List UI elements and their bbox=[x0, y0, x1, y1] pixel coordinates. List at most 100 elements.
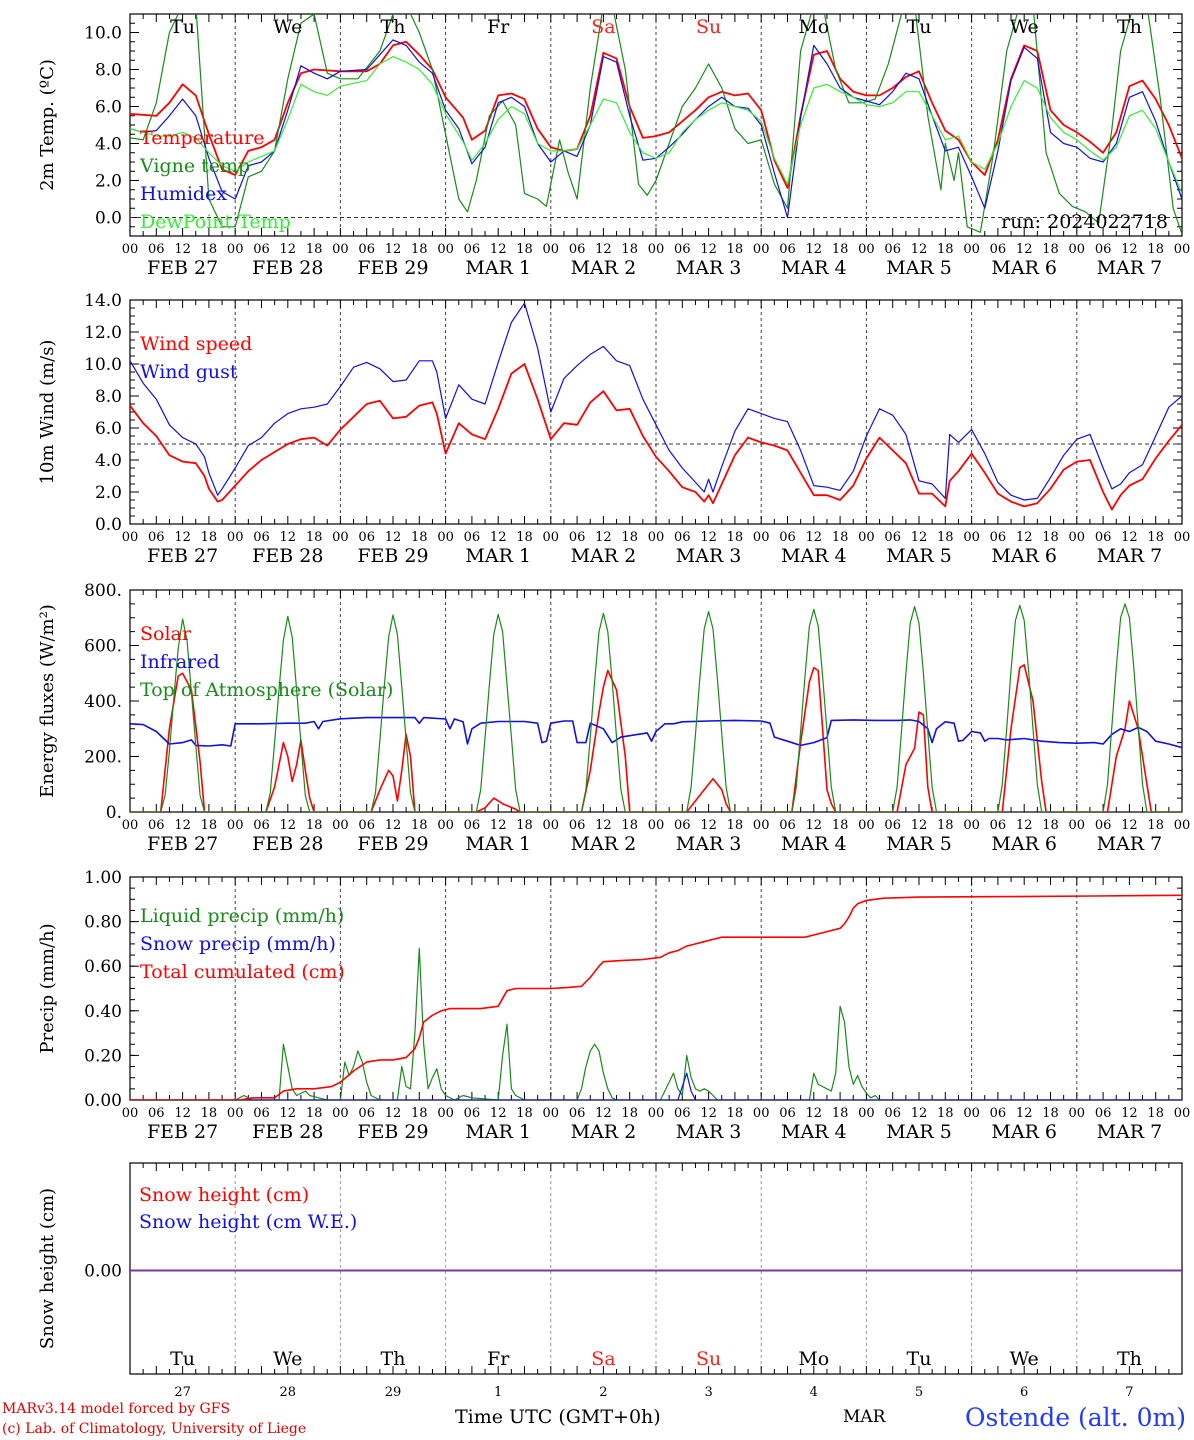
y-tick-label: 8.0 bbox=[95, 387, 122, 407]
hour-tick-label: 00 bbox=[858, 1106, 875, 1121]
hour-tick-label: 18 bbox=[306, 818, 323, 833]
hour-tick-label: 12 bbox=[911, 530, 928, 545]
hour-tick-label: 18 bbox=[727, 530, 744, 545]
legend-entry: Wind speed bbox=[140, 333, 252, 355]
hour-tick-label: 18 bbox=[621, 818, 638, 833]
date-label: FEB 28 bbox=[252, 1121, 323, 1143]
hour-tick-label: 12 bbox=[385, 242, 402, 257]
day-name-top: Th bbox=[1117, 16, 1142, 38]
day-name-label: Mo bbox=[798, 1348, 829, 1370]
series-line-snow-precip-mm-h- bbox=[130, 1072, 1182, 1100]
hour-tick-label: 00 bbox=[753, 242, 770, 257]
hour-tick-label: 18 bbox=[516, 242, 533, 257]
hour-tick-label: 00 bbox=[437, 242, 454, 257]
panel-frame bbox=[129, 299, 1183, 525]
panel-5: 0.00 Snow height (cm) Snow height (cm) Snow… bbox=[37, 1162, 1183, 1400]
day-name-top: Mo bbox=[798, 16, 829, 38]
hour-tick-label: 06 bbox=[569, 818, 586, 833]
legend-entry: Temperature bbox=[140, 127, 264, 149]
hour-tick-label: 18 bbox=[411, 530, 428, 545]
date-label: FEB 28 bbox=[252, 833, 323, 855]
day-name-top: Sa bbox=[591, 16, 615, 38]
hour-tick-label: 06 bbox=[990, 818, 1007, 833]
day-name-top: Th bbox=[381, 16, 406, 38]
credit-line-2: (c) Lab. of Climatology, University of L… bbox=[2, 1421, 307, 1437]
hour-tick-label: 18 bbox=[516, 1106, 533, 1121]
hour-tick-label: 06 bbox=[990, 242, 1007, 257]
date-label: MAR 7 bbox=[1097, 1121, 1163, 1143]
y-tick-label: 4.0 bbox=[95, 451, 122, 471]
legend-entry: Liquid precip (mm/h) bbox=[140, 905, 344, 927]
date-label: MAR 1 bbox=[465, 545, 531, 567]
hour-tick-label: 00 bbox=[332, 1106, 349, 1121]
date-label: MAR 7 bbox=[1097, 545, 1163, 567]
y-tick-label: 0.20 bbox=[84, 1046, 122, 1066]
hour-tick-label: 00 bbox=[122, 530, 139, 545]
series-line-liquid-precip-mm-h- bbox=[130, 947, 1182, 1100]
day-number-label: 1 bbox=[494, 1385, 502, 1400]
hour-tick-label: 06 bbox=[674, 1106, 691, 1121]
hour-tick-label: 18 bbox=[1042, 1106, 1059, 1121]
date-label: MAR 6 bbox=[991, 1121, 1057, 1143]
date-label: FEB 28 bbox=[252, 257, 323, 279]
hour-tick-label: 06 bbox=[1095, 530, 1112, 545]
hour-tick-label: 00 bbox=[227, 818, 244, 833]
y-tick-label: 6.0 bbox=[95, 98, 122, 118]
series-line-dewpoint-temp bbox=[130, 56, 1182, 194]
hour-tick-label: 06 bbox=[1095, 1106, 1112, 1121]
hour-tick-label: 18 bbox=[937, 818, 954, 833]
hour-tick-label: 06 bbox=[674, 818, 691, 833]
hour-tick-label: 06 bbox=[358, 818, 375, 833]
hour-tick-label: 12 bbox=[490, 242, 507, 257]
hour-tick-label: 12 bbox=[280, 530, 297, 545]
hour-tick-label: 18 bbox=[1042, 242, 1059, 257]
run-label: run: 2024022718 bbox=[1001, 211, 1168, 233]
hour-tick-label: 12 bbox=[1016, 1106, 1033, 1121]
hour-tick-label: 00 bbox=[963, 242, 980, 257]
hour-tick-label: 18 bbox=[411, 1106, 428, 1121]
hour-tick-label: 12 bbox=[911, 242, 928, 257]
y-tick-label: 1.00 bbox=[84, 868, 122, 888]
hour-tick-label: 12 bbox=[806, 818, 823, 833]
hour-tick-label: 18 bbox=[937, 1106, 954, 1121]
legend-entry: Snow height (cm W.E.) bbox=[139, 1211, 357, 1233]
hour-tick-label: 18 bbox=[516, 530, 533, 545]
date-label: MAR 2 bbox=[571, 545, 637, 567]
hour-tick-label: 00 bbox=[858, 242, 875, 257]
date-label: MAR 4 bbox=[781, 833, 847, 855]
hour-tick-label: 06 bbox=[990, 530, 1007, 545]
time-axis-label: Time UTC (GMT+0h) bbox=[455, 1406, 661, 1428]
hour-tick-label: 00 bbox=[1174, 1106, 1191, 1121]
date-label: FEB 27 bbox=[147, 257, 218, 279]
hour-tick-label: 12 bbox=[806, 530, 823, 545]
hour-tick-label: 00 bbox=[1174, 530, 1191, 545]
hour-tick-label: 06 bbox=[148, 818, 165, 833]
date-label: MAR 7 bbox=[1097, 257, 1163, 279]
hour-tick-label: 06 bbox=[358, 242, 375, 257]
y-tick-label: 4.0 bbox=[95, 135, 122, 155]
series-line-wind-speed bbox=[130, 363, 1182, 511]
legend-entry: Humidex bbox=[140, 183, 227, 205]
date-label: MAR 5 bbox=[886, 545, 952, 567]
day-name-label: Th bbox=[1117, 1348, 1142, 1370]
hour-tick-label: 12 bbox=[1121, 530, 1138, 545]
y-tick-label: 12.0 bbox=[84, 323, 122, 343]
hour-tick-label: 06 bbox=[464, 530, 481, 545]
hour-tick-label: 00 bbox=[858, 530, 875, 545]
date-label: MAR 2 bbox=[571, 257, 637, 279]
y-axis-label: 2m Temp. (ºC) bbox=[37, 59, 58, 191]
date-label: MAR 5 bbox=[886, 257, 952, 279]
hour-tick-label: 00 bbox=[963, 818, 980, 833]
hour-tick-label: 12 bbox=[174, 530, 191, 545]
hour-tick-label: 18 bbox=[937, 530, 954, 545]
hour-tick-label: 12 bbox=[595, 1106, 612, 1121]
day-number-label: 4 bbox=[810, 1385, 818, 1400]
day-number-label: 28 bbox=[280, 1385, 297, 1400]
hour-tick-label: 00 bbox=[437, 1106, 454, 1121]
series-line-total-cumulated-cm- bbox=[130, 894, 1182, 1100]
series-line-top-of-atmosphere-solar- bbox=[130, 603, 1182, 812]
hour-tick-label: 00 bbox=[332, 818, 349, 833]
hour-tick-label: 12 bbox=[806, 1106, 823, 1121]
